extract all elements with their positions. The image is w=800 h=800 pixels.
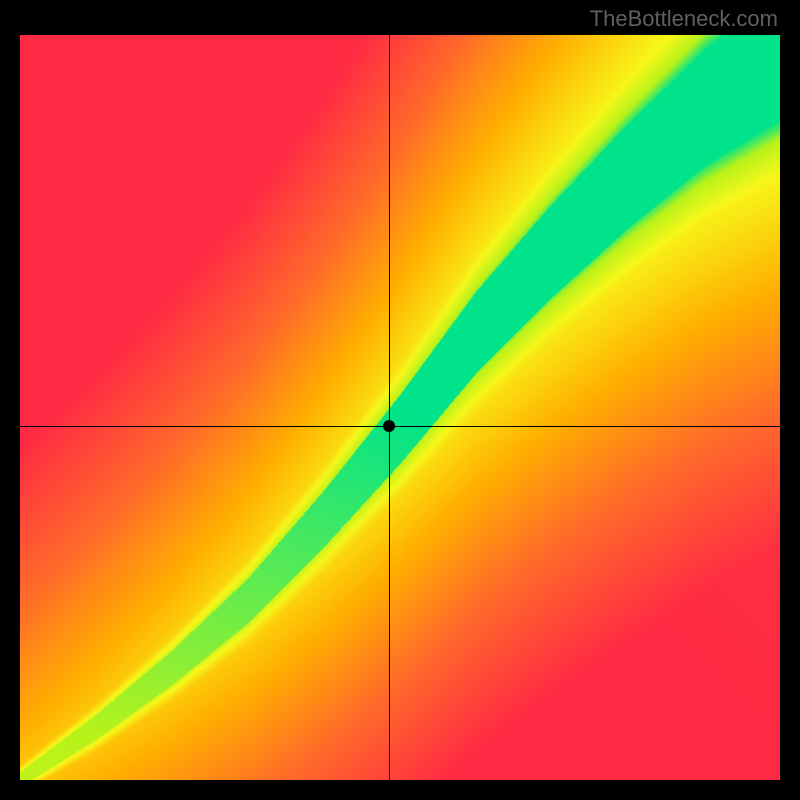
crosshair-horizontal xyxy=(20,426,780,427)
crosshair-vertical xyxy=(389,35,390,780)
watermark-text: TheBottleneck.com xyxy=(590,6,778,32)
plot-area xyxy=(20,35,780,780)
data-point-marker xyxy=(383,420,395,432)
heatmap-canvas xyxy=(20,35,780,780)
